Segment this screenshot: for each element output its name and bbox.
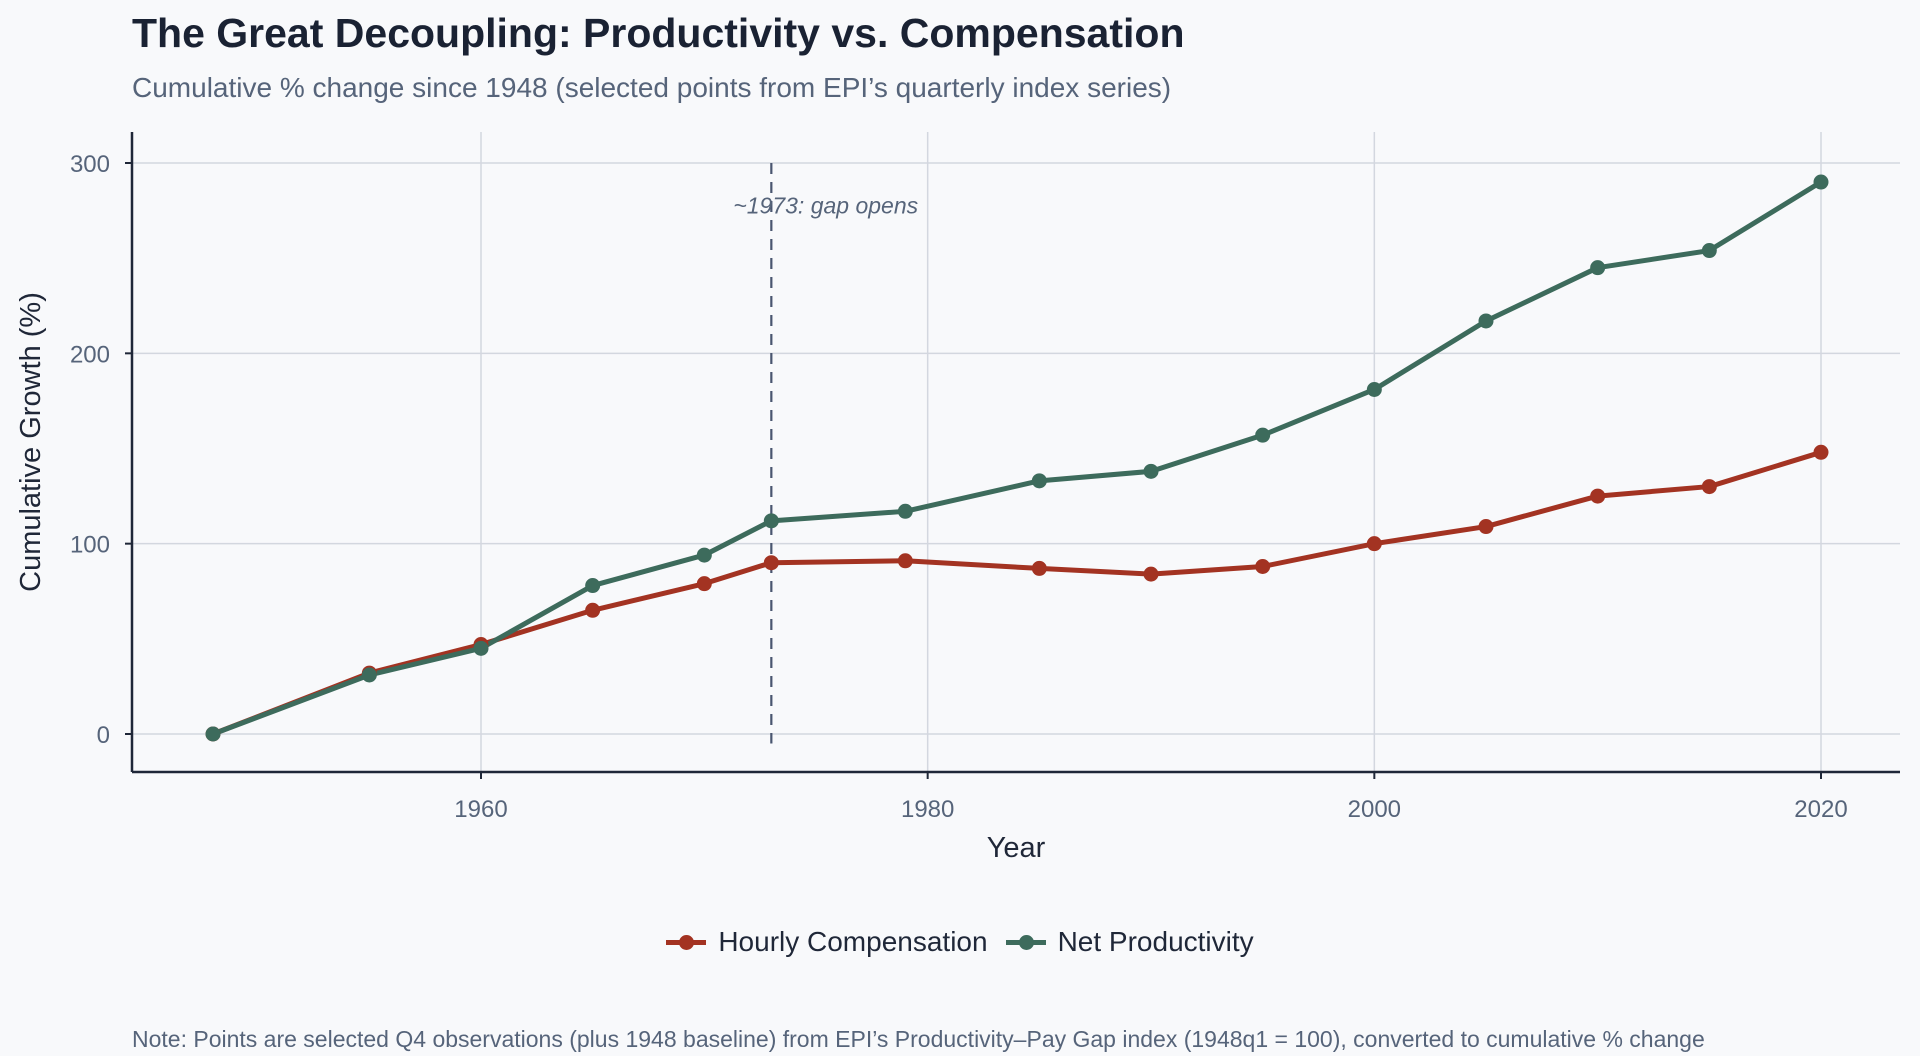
data-point-productivity[interactable] <box>473 640 489 656</box>
data-point-productivity[interactable] <box>696 547 712 563</box>
y-axis-label: Cumulative Growth (%) <box>15 292 47 592</box>
series-line-compensation <box>212 449 1822 737</box>
chart-subtitle: Cumulative % change since 1948 (selected… <box>132 72 1172 103</box>
legend-item-compensation[interactable]: Hourly Compensation <box>666 926 988 958</box>
data-point-compensation[interactable] <box>696 576 712 592</box>
data-point-compensation[interactable] <box>1255 559 1271 575</box>
chart-title: The Great Decoupling: Productivity vs. C… <box>132 10 1185 56</box>
legend-item-productivity[interactable]: Net Productivity <box>1005 926 1254 958</box>
footnote: Note: Points are selected Q4 observation… <box>132 1026 1705 1052</box>
data-point-productivity[interactable] <box>205 726 221 742</box>
y-tick-label: 200 <box>70 341 110 368</box>
y-tick-label: 100 <box>70 532 110 559</box>
legend: Hourly Compensation Net Productivity <box>0 926 1920 958</box>
data-point-productivity[interactable] <box>763 513 779 529</box>
data-point-productivity[interactable] <box>1143 463 1159 479</box>
data-point-productivity[interactable] <box>361 667 377 683</box>
data-point-productivity[interactable] <box>1478 313 1494 329</box>
legend-marker-compensation <box>666 932 707 952</box>
data-point-productivity[interactable] <box>897 503 913 519</box>
y-tick-label: 0 <box>97 722 110 749</box>
data-point-productivity[interactable] <box>1590 260 1606 276</box>
legend-marker-productivity <box>1005 932 1046 952</box>
data-point-compensation[interactable] <box>1590 488 1606 504</box>
data-point-productivity[interactable] <box>1701 243 1717 259</box>
data-point-compensation[interactable] <box>897 553 913 569</box>
x-tick-label: 2020 <box>1794 796 1847 823</box>
x-tick-label: 1960 <box>454 796 507 823</box>
data-point-compensation[interactable] <box>1478 519 1494 535</box>
data-point-productivity[interactable] <box>1031 473 1047 489</box>
y-tick-label: 300 <box>70 151 110 178</box>
data-point-compensation[interactable] <box>1813 444 1829 460</box>
data-point-productivity[interactable] <box>1255 427 1271 443</box>
data-point-compensation[interactable] <box>1031 560 1047 576</box>
data-point-compensation[interactable] <box>1366 536 1382 552</box>
data-point-productivity[interactable] <box>1813 174 1829 190</box>
x-tick-label: 1980 <box>901 796 954 823</box>
data-point-compensation[interactable] <box>763 555 779 571</box>
data-point-compensation[interactable] <box>585 602 601 618</box>
data-point-compensation[interactable] <box>1701 479 1717 495</box>
annotation-label: ~1973: gap opens <box>733 192 918 218</box>
data-point-productivity[interactable] <box>1366 381 1382 397</box>
legend-label-productivity: Net Productivity <box>1057 926 1254 957</box>
data-point-productivity[interactable] <box>585 578 601 594</box>
x-tick-label: 2000 <box>1348 796 1401 823</box>
legend-label-compensation: Hourly Compensation <box>718 926 988 957</box>
x-axis-label: Year <box>987 832 1046 864</box>
data-point-compensation[interactable] <box>1143 566 1159 582</box>
